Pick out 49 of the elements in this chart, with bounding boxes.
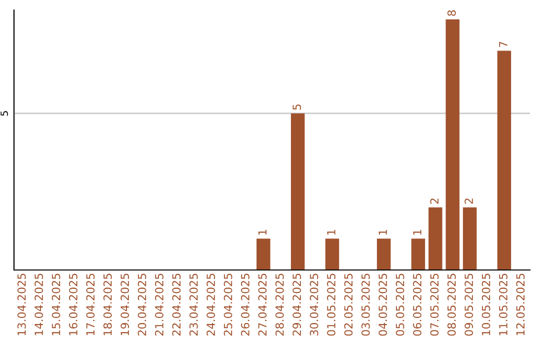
x-tick-label: 08.05.2025 — [447, 274, 456, 336]
bar — [462, 207, 477, 270]
x-tick-label: 21.04.2025 — [155, 274, 164, 336]
x-tick-label: 01.05.2025 — [327, 274, 336, 336]
x-tick-label: 19.04.2025 — [120, 274, 130, 336]
bar — [428, 207, 442, 270]
x-tick-label: 04.05.2025 — [378, 274, 388, 336]
x-tick-label: 07.05.2025 — [430, 274, 439, 336]
x-tick-label: 18.04.2025 — [103, 274, 112, 336]
x-tick-label: 28.04.2025 — [275, 274, 284, 336]
bar — [290, 113, 305, 270]
bar — [376, 238, 391, 270]
x-tick-label: 05.05.2025 — [396, 274, 404, 336]
bar — [497, 50, 512, 270]
x-tick-label: 27.04.2025 — [258, 274, 267, 336]
data-label: 5 — [292, 104, 302, 110]
x-tick-label: 11.05.2025 — [499, 274, 508, 336]
bar — [256, 238, 270, 270]
ref-line-label: 5 — [0, 111, 8, 116]
x-tick-label: 09.05.2025 — [464, 274, 474, 336]
data-label: 2 — [430, 198, 438, 204]
x-tick-label: 10.05.2025 — [482, 274, 490, 336]
x-tick-label: 23.04.2025 — [189, 274, 198, 336]
x-tick-label: 25.04.2025 — [224, 274, 232, 336]
bar — [446, 19, 460, 270]
data-label: 1 — [413, 230, 422, 235]
x-tick-label: 29.04.2025 — [292, 274, 302, 336]
data-label: 7 — [499, 42, 508, 48]
x-tick-label: 24.04.2025 — [206, 274, 216, 336]
data-label: 1 — [378, 230, 387, 235]
x-tick-label: 15.04.2025 — [52, 274, 60, 336]
data-label: 2 — [464, 198, 473, 204]
x-tick-label: 12.05.2025 — [516, 274, 525, 336]
x-tick-label: 06.05.2025 — [413, 274, 422, 336]
data-label: 1 — [258, 230, 266, 235]
x-tick-label: 13.04.2025 — [17, 274, 26, 336]
data-label: 1 — [327, 230, 336, 235]
bar — [411, 238, 426, 270]
x-tick-label: 22.04.2025 — [172, 274, 181, 336]
x-tick-label: 20.04.2025 — [138, 274, 146, 336]
x-tick-label: 30.04.2025 — [310, 274, 318, 336]
data-label: 8 — [447, 10, 456, 16]
x-tick-label: 17.04.2025 — [86, 274, 95, 336]
x-tick-label: 26.04.2025 — [241, 274, 250, 336]
bar — [325, 238, 340, 270]
x-tick-label: 02.05.2025 — [344, 274, 353, 336]
x-tick-label: 14.04.2025 — [34, 274, 44, 336]
x-tick-label: 03.05.2025 — [361, 274, 370, 336]
x-tick-label: 16.04.2025 — [69, 274, 78, 336]
